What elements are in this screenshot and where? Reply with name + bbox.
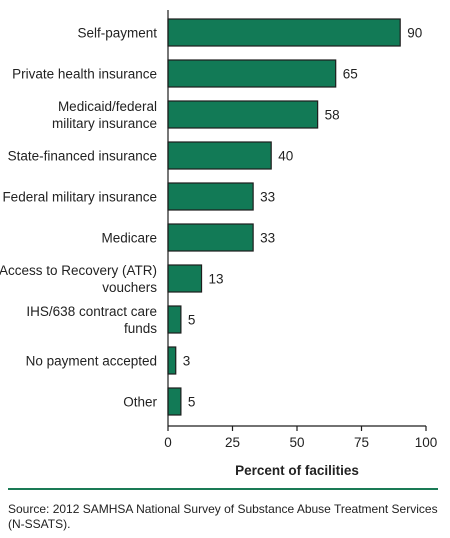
bar bbox=[167, 141, 272, 170]
category-label: IHS/638 contract care funds bbox=[26, 304, 157, 336]
value-label: 40 bbox=[278, 149, 293, 164]
category-label: No payment accepted bbox=[26, 354, 157, 369]
x-tick-label: 75 bbox=[354, 435, 369, 450]
bar bbox=[167, 18, 401, 47]
value-label: 33 bbox=[260, 190, 275, 205]
bar bbox=[167, 223, 254, 252]
value-label: 13 bbox=[209, 272, 224, 287]
category-label: Medicare bbox=[101, 231, 157, 246]
bar bbox=[167, 100, 319, 129]
bar bbox=[167, 305, 182, 334]
category-label: Federal military insurance bbox=[2, 190, 157, 205]
bar bbox=[167, 182, 254, 211]
category-label: Access to Recovery (ATR) vouchers bbox=[0, 263, 157, 295]
source-note: Source: 2012 SAMHSA National Survey of S… bbox=[8, 502, 438, 531]
value-label: 5 bbox=[188, 395, 196, 410]
bar bbox=[167, 264, 203, 293]
category-label: Other bbox=[123, 395, 157, 410]
x-tick-label: 25 bbox=[225, 435, 240, 450]
category-label: Medicaid/federal military insurance bbox=[52, 99, 157, 131]
footer-divider bbox=[8, 488, 438, 490]
x-axis-ticks: 0 25 50 75 100 bbox=[164, 426, 437, 450]
bars bbox=[167, 18, 401, 416]
value-label: 58 bbox=[325, 108, 340, 123]
value-label: 3 bbox=[183, 354, 191, 369]
bar bbox=[167, 387, 182, 416]
bar bbox=[167, 59, 337, 88]
value-label: 33 bbox=[260, 231, 275, 246]
category-label: State-financed insurance bbox=[8, 149, 157, 164]
x-tick-label: 50 bbox=[289, 435, 304, 450]
x-axis-title: Percent of facilities bbox=[235, 463, 359, 478]
value-label: 90 bbox=[407, 26, 422, 41]
x-tick-label: 0 bbox=[164, 435, 172, 450]
bar-chart: 0 25 50 75 100 Self-payment Private health in… bbox=[0, 10, 437, 478]
value-labels: 90 65 58 40 33 33 13 5 3 5 bbox=[183, 26, 422, 410]
x-tick-label: 100 bbox=[415, 435, 438, 450]
category-label: Private health insurance bbox=[12, 67, 157, 82]
category-label: Self-payment bbox=[77, 26, 157, 41]
category-labels: Self-payment Private health insurance Medi… bbox=[0, 26, 158, 410]
value-label: 65 bbox=[343, 67, 358, 82]
value-label: 5 bbox=[188, 313, 196, 328]
bar bbox=[167, 346, 177, 375]
